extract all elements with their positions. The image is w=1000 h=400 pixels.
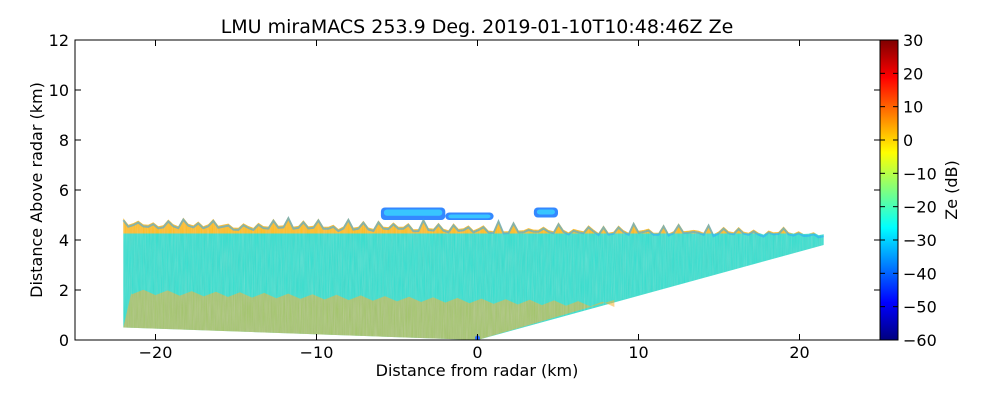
y-tick-label: 12: [49, 31, 69, 50]
cloud-patch-core: [536, 209, 555, 215]
colorbar-tick-label: −60: [903, 331, 937, 350]
y-axis-label: Distance Above radar (km): [27, 82, 46, 298]
x-tick-label: 0: [472, 343, 482, 362]
x-tick-label: 10: [628, 343, 648, 362]
y-axis: 0 2 4 6 8 10 12: [49, 31, 880, 350]
plot-area: [122, 207, 824, 340]
colorbar-ticks: 30 20 10 0 −10 −20 −30 −40 −50 −60: [880, 31, 937, 350]
colorbar-gradient: [879, 39, 899, 341]
x-axis-label: Distance from radar (km): [376, 361, 579, 380]
colorbar-tick-label: 20: [903, 64, 923, 83]
colorbar-tick-label: 30: [903, 31, 923, 50]
colorbar-tick-label: −40: [903, 264, 937, 283]
y-tick-label: 10: [49, 81, 69, 100]
chart-title: LMU miraMACS 253.9 Deg. 2019-01-10T10:48…: [221, 16, 734, 38]
x-tick-label: −10: [300, 343, 334, 362]
colorbar-tick-label: −50: [903, 298, 937, 317]
y-tick-label: 2: [59, 281, 69, 300]
colorbar-tick-label: −10: [903, 164, 937, 183]
y-tick-label: 0: [59, 331, 69, 350]
cloud-patch-core: [448, 214, 491, 219]
echo-top-edge: [122, 216, 824, 239]
colorbar: 30 20 10 0 −10 −20 −30 −40 −50 −60 Ze (dB): [879, 31, 961, 350]
cloud-patch-core: [383, 209, 443, 216]
colorbar-tick-label: 10: [903, 98, 923, 117]
y-tick-label: 6: [59, 181, 69, 200]
colorbar-tick-label: 0: [903, 131, 913, 150]
y-tick-label: 8: [59, 131, 69, 150]
colorbar-tick-label: −20: [903, 198, 937, 217]
colorbar-tick-label: −30: [903, 231, 937, 250]
x-axis: −20 −10 0 10 20: [139, 40, 810, 362]
y-tick-label: 4: [59, 231, 69, 250]
x-tick-label: 20: [789, 343, 809, 362]
colorbar-label: Ze (dB): [942, 160, 961, 220]
echo-high-ze-zone: [123, 289, 615, 340]
x-tick-label: −20: [139, 343, 173, 362]
